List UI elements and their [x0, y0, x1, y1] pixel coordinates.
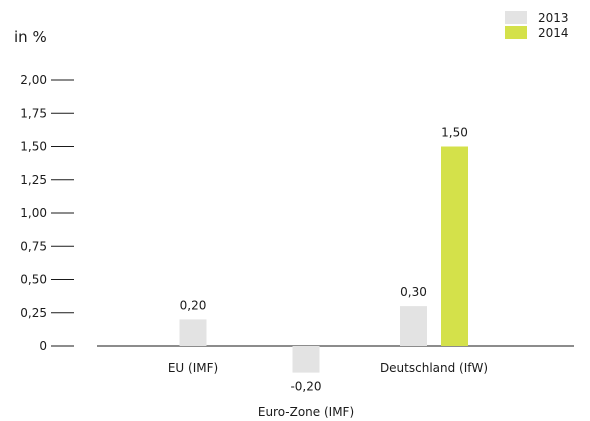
- legend-label-2014: 2014: [538, 25, 569, 40]
- bar-2013-0: [179, 319, 207, 346]
- legend: 2013 2014: [505, 10, 569, 40]
- y-tick-label: 1,00: [20, 206, 47, 220]
- y-tick-label: 0: [39, 339, 47, 353]
- legend-item-2014: 2014: [505, 25, 569, 40]
- bar-value-label: 0,20: [180, 298, 207, 312]
- bar-value-label: 1,50: [441, 126, 468, 140]
- legend-item-2013: 2013: [505, 10, 569, 25]
- bar-value-label: -0,20: [290, 380, 321, 394]
- x-category-label: Deutschland (IfW): [380, 361, 488, 375]
- y-tick-label: 1,25: [20, 173, 47, 187]
- bar-2014-2: [441, 146, 468, 346]
- x-category-label: Euro-Zone (IMF): [258, 405, 354, 419]
- y-tick-label: 0,50: [20, 273, 47, 287]
- y-tick-label: 1,50: [20, 140, 47, 154]
- y-tick-label: 0,25: [20, 306, 47, 320]
- y-unit-label: in %: [14, 28, 47, 46]
- y-tick-label: 2,00: [20, 73, 47, 87]
- bar-2013-2: [400, 306, 427, 346]
- legend-swatch-2013: [505, 11, 527, 24]
- x-category-label: EU (IMF): [168, 361, 218, 375]
- bar-value-label: 0,30: [400, 285, 427, 299]
- legend-label-2013: 2013: [538, 10, 569, 25]
- y-tick-label: 0,75: [20, 239, 47, 253]
- y-tick-label: 1,75: [20, 106, 47, 120]
- bar-2013-1: [292, 346, 320, 373]
- legend-swatch-2014: [505, 26, 527, 39]
